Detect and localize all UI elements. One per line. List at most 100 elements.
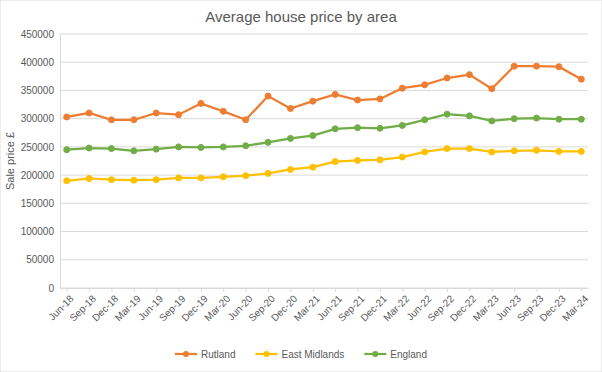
y-axis-title: Sale price £: [4, 132, 16, 190]
series-point: [489, 118, 495, 124]
series-point: [422, 82, 428, 88]
y-tick: 0: [48, 283, 60, 294]
series-point: [198, 175, 204, 181]
series-point: [265, 139, 271, 145]
series-point: [466, 72, 472, 78]
series-point: [287, 135, 293, 141]
y-tick-label: 300000: [21, 113, 55, 124]
grid-line: [60, 146, 588, 147]
x-axis-line: [61, 288, 589, 289]
background: [0, 0, 602, 372]
x-tick-mark: [425, 288, 426, 292]
x-tick-mark: [134, 288, 135, 292]
y-tick: 450000: [21, 29, 60, 40]
y-tick: 300000: [21, 113, 60, 124]
y-tick-label: 350000: [21, 85, 55, 96]
series-point: [377, 125, 383, 131]
chart: Average house price by area0500001000001…: [0, 0, 602, 372]
legend-item: Rutland: [175, 349, 235, 360]
series-point: [444, 75, 450, 81]
series-point: [466, 113, 472, 119]
series-point: [534, 115, 540, 121]
x-tick: Mar-24: [560, 288, 590, 323]
series-point: [176, 144, 182, 150]
y-tick: 400000: [21, 57, 60, 68]
series-point: [422, 149, 428, 155]
series-point: [64, 147, 70, 153]
plot-area: 0500001000001500002000002500003000003500…: [21, 29, 591, 324]
grid-line: [60, 259, 588, 260]
series-point: [489, 86, 495, 92]
legend-marker: [263, 351, 269, 357]
series-point: [556, 148, 562, 154]
series-point: [444, 146, 450, 152]
x-tick-mark: [380, 288, 381, 292]
series-point: [511, 116, 517, 122]
y-tick: 350000: [21, 85, 60, 96]
series-point: [153, 146, 159, 152]
series-point: [310, 133, 316, 139]
y-tick-label: 50000: [26, 254, 54, 265]
grid-line: [60, 175, 588, 176]
series-point: [310, 164, 316, 170]
series-point: [198, 100, 204, 106]
series-point: [176, 112, 182, 118]
series-point: [243, 173, 249, 179]
y-axis: 0500001000001500002000002500003000003500…: [21, 29, 61, 294]
series-point: [578, 76, 584, 82]
series-point: [64, 178, 70, 184]
series-point: [422, 117, 428, 123]
x-tick-mark: [89, 288, 90, 292]
series-point: [198, 144, 204, 150]
series-point: [399, 154, 405, 160]
x-tick-mark: [514, 288, 515, 292]
series-point: [176, 175, 182, 181]
legend-item: England: [364, 349, 427, 360]
x-tick-mark: [402, 288, 403, 292]
series: [64, 111, 585, 154]
series-point: [466, 146, 472, 152]
y-tick-label: 200000: [21, 170, 55, 181]
series-point: [86, 175, 92, 181]
series-point: [332, 91, 338, 97]
series-point: [86, 110, 92, 116]
series-line: [67, 114, 582, 151]
legend-label: Rutland: [201, 349, 235, 360]
series-point: [287, 166, 293, 172]
x-tick-mark: [537, 288, 538, 292]
x-tick-mark: [358, 288, 359, 292]
grid-line: [60, 62, 588, 63]
series-point: [355, 97, 361, 103]
grid-line: [60, 90, 588, 91]
series-point: [310, 98, 316, 104]
x-tick-mark: [179, 288, 180, 292]
legend-item: East Midlands: [255, 349, 344, 360]
series-point: [220, 108, 226, 114]
legend-marker: [183, 351, 189, 357]
series-point: [399, 122, 405, 128]
series-group: [64, 63, 585, 184]
series-point: [108, 146, 114, 152]
series-point: [511, 63, 517, 69]
x-tick-mark: [156, 288, 157, 292]
y-tick-label: 0: [48, 283, 54, 294]
series-point: [489, 149, 495, 155]
series-point: [153, 177, 159, 183]
series-point: [108, 177, 114, 183]
series-point: [556, 64, 562, 70]
series-point: [153, 110, 159, 116]
x-tick-mark: [492, 288, 493, 292]
y-tick: 50000: [26, 254, 60, 265]
series-point: [399, 85, 405, 91]
y-tick-label: 400000: [21, 57, 55, 68]
series-point: [265, 93, 271, 99]
y-axis-line: [60, 35, 61, 289]
series-point: [86, 145, 92, 151]
legend-label: East Midlands: [281, 349, 344, 360]
series-point: [534, 63, 540, 69]
series-point: [131, 117, 137, 123]
series-line: [67, 66, 582, 120]
legend-label: England: [390, 349, 427, 360]
series-point: [64, 114, 70, 120]
series-point: [377, 157, 383, 163]
